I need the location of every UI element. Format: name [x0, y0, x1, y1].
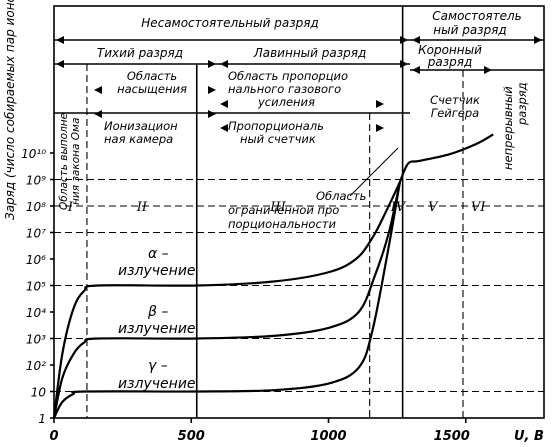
- geiger-line1: Счетчик: [430, 93, 480, 107]
- alpha-label-line2: излучение: [118, 263, 196, 279]
- proportional-line3: усиления: [257, 95, 315, 109]
- limited-line2: ограниченной про: [228, 203, 339, 217]
- y-tick-label: 10²: [26, 359, 46, 373]
- series-curve-4: [398, 133, 494, 183]
- header-avalanche: Лавинный разряд: [253, 46, 367, 60]
- y-tick-label: 10³: [26, 333, 46, 347]
- x-tick-label: 500: [178, 429, 205, 444]
- header-corona-line1: Коронный: [418, 43, 482, 57]
- limited-line1: Область: [316, 189, 366, 203]
- y-tick-label: 1: [38, 412, 46, 426]
- y-tick-label: 10⁷: [26, 227, 46, 241]
- y-tick-label: 10⁵: [26, 280, 46, 294]
- y-tick-label: 10⁴: [26, 306, 46, 320]
- y-tick-label: 10¹⁰: [21, 147, 46, 161]
- series-curve-2: [52, 181, 401, 419]
- y-tick-label: 10⁹: [26, 174, 46, 188]
- header-arrows: [56, 36, 542, 132]
- gamma-label-line2: излучение: [118, 376, 196, 392]
- ion-chamber-line1: Ионизацион: [104, 119, 178, 133]
- header-corona-line2: разряд: [427, 55, 472, 69]
- plot-border: [53, 5, 545, 419]
- gamma-label-line1: γ –: [148, 358, 168, 374]
- header-self-line1: Самостоятель: [432, 9, 521, 23]
- limited-line3: порциональности: [228, 217, 336, 231]
- saturation-line1: Область: [127, 69, 177, 83]
- prop-counter-line1: Пропорциональ: [228, 119, 324, 133]
- beta-label-line2: излучение: [118, 321, 196, 337]
- limited-pointer-line: [349, 147, 399, 197]
- x-tick-label: 1000: [310, 429, 346, 444]
- series-curve-3: [53, 181, 401, 419]
- header-quiet: Тихий разряд: [97, 46, 183, 60]
- region-numeral-III: III: [269, 200, 286, 215]
- proportional-line2: нального газового: [228, 82, 341, 96]
- x-tick-label: 0: [49, 429, 58, 444]
- y-axis-ticks: 1 10 10² 10³ 10⁴ 10⁵ 10⁶ 10⁷ 10⁸ 10⁹ 10¹⁰: [21, 147, 54, 426]
- y-tick-label: 10: [31, 386, 47, 400]
- arrow-corona: [412, 66, 492, 74]
- y-tick-label: 10⁶: [26, 253, 46, 267]
- ohm-line1: Область выполне: [58, 113, 70, 210]
- saturation-line2: насыщения: [117, 82, 187, 96]
- continuous-line1: непрерывный: [501, 86, 515, 170]
- proportional-line1: Область пропорцио: [228, 69, 348, 83]
- prop-counter-line2: ный счетчик: [240, 132, 316, 146]
- series-curves: [52, 133, 494, 419]
- series-labels: α – излучение β – излучение γ – излучени…: [118, 246, 196, 392]
- alpha-label-line1: α –: [148, 246, 169, 262]
- y-tick-label: 10⁸: [26, 200, 46, 214]
- region-numerals: I II III IV V VI: [67, 200, 486, 215]
- beta-label-line1: β –: [147, 304, 168, 320]
- x-axis-ticks: 0 500 1000 1500: [49, 418, 470, 444]
- geiger-line2: Гейгера: [431, 106, 479, 120]
- series-curve-1: [52, 181, 401, 419]
- continuous-line2: разряд: [515, 82, 529, 126]
- header-non-self: Несамостоятельный разряд: [141, 16, 318, 30]
- region-numeral-II: II: [136, 200, 148, 215]
- region-texts: Область насыщения Область пропорцио наль…: [3, 0, 529, 231]
- region-numeral-VI: VI: [471, 200, 486, 215]
- header-self-line2: ный разряд: [433, 23, 506, 37]
- x-tick-label: 1500: [434, 429, 470, 444]
- region-numeral-I: I: [67, 200, 74, 215]
- region-numeral-V: V: [428, 200, 439, 215]
- x-axis-label: U, B: [514, 429, 544, 444]
- chart-frame: [53, 5, 545, 419]
- arrow-ion-chamber: [94, 110, 216, 118]
- region-numeral-IV: IV: [390, 200, 407, 215]
- top-headers: Несамостоятельный разряд Самостоятель ны…: [97, 9, 522, 69]
- y-axis-label: Заряд (число собираемых пар ионов): [3, 0, 17, 220]
- ohm-line2: ния закона Ома: [70, 118, 82, 205]
- ion-chamber-line2: ная камера: [104, 132, 173, 146]
